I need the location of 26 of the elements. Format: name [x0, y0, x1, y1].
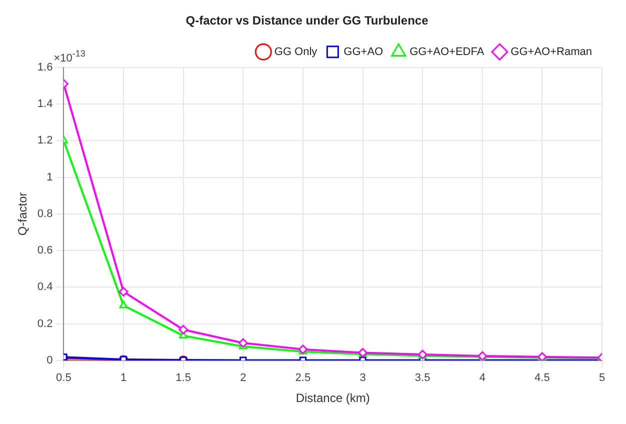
- y-tick-label: 0: [46, 354, 53, 366]
- x-tick-label: 3: [360, 372, 366, 384]
- x-tick-label: 2.5: [295, 372, 311, 384]
- x-tick-label: 4: [479, 372, 486, 384]
- x-tick-label: 0.5: [56, 372, 72, 384]
- x-tick-label: 4.5: [534, 372, 550, 384]
- x-tick-label: 2: [240, 372, 246, 384]
- x-axis-title: Distance (km): [296, 391, 370, 406]
- x-tick-label: 1.5: [176, 372, 191, 384]
- chart-title: Q-factor vs Distance under GG Turbulence: [186, 14, 429, 28]
- x-tick-label: 3.5: [414, 372, 430, 384]
- x-tick-label: 5: [598, 372, 606, 384]
- y-tick-label: 0.6: [37, 244, 53, 257]
- legend-label: GG Only: [274, 46, 318, 58]
- legend-label: GG+AO: [344, 46, 384, 58]
- x-tick-label: 1: [120, 372, 127, 384]
- y-tick-label: 0.2: [37, 318, 53, 330]
- legend-label: GG+AO+Raman: [510, 46, 592, 58]
- y-tick-label: 0.8: [37, 208, 53, 220]
- y-axis-title: Q-factor: [16, 192, 30, 236]
- legend-label: GG+AO+EDFA: [410, 46, 485, 58]
- y-tick-label: 1.6: [37, 61, 53, 74]
- y-tick-label: 1.2: [37, 134, 53, 147]
- y-tick-label: 1.4: [37, 98, 53, 110]
- y-tick-label: 0.4: [37, 281, 53, 294]
- y-tick-label: 1: [46, 171, 53, 184]
